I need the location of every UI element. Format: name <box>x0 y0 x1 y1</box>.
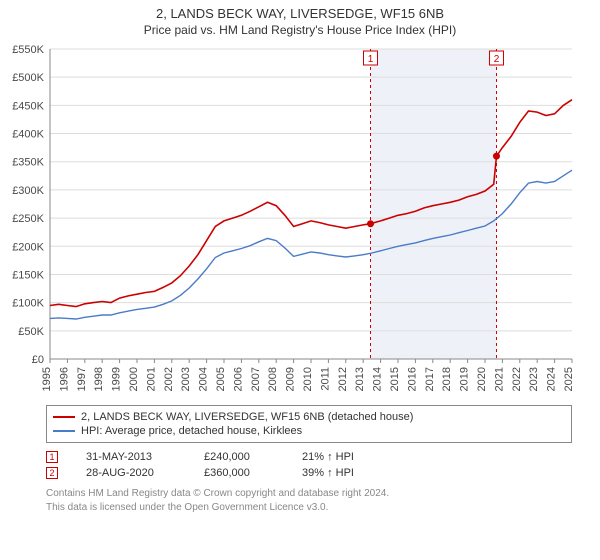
svg-text:2008: 2008 <box>267 367 279 391</box>
legend-label: 2, LANDS BECK WAY, LIVERSEDGE, WF15 6NB … <box>81 411 413 423</box>
svg-text:2010: 2010 <box>302 367 314 391</box>
sales-table: 1 31-MAY-2013 £240,000 21% ↑ HPI 2 28-AU… <box>46 449 572 481</box>
svg-text:2005: 2005 <box>215 367 227 391</box>
footer-line: Contains HM Land Registry data © Crown c… <box>46 487 572 501</box>
legend-swatch <box>53 416 75 418</box>
svg-text:1997: 1997 <box>76 367 88 391</box>
svg-text:2007: 2007 <box>250 367 262 391</box>
sale-delta: 39% ↑ HPI <box>302 467 392 479</box>
legend-label: HPI: Average price, detached house, Kirk… <box>81 425 302 437</box>
svg-text:£200K: £200K <box>12 241 44 253</box>
sales-row: 1 31-MAY-2013 £240,000 21% ↑ HPI <box>46 449 572 465</box>
svg-text:2003: 2003 <box>180 367 192 391</box>
sale-marker-icon: 2 <box>46 467 58 479</box>
sale-date: 28-AUG-2020 <box>86 467 176 479</box>
svg-text:2012: 2012 <box>337 367 349 391</box>
svg-text:2021: 2021 <box>493 367 505 391</box>
svg-text:£400K: £400K <box>12 129 44 141</box>
footer-line: This data is licensed under the Open Gov… <box>46 501 572 515</box>
svg-text:£450K: £450K <box>12 100 44 112</box>
svg-text:£50K: £50K <box>18 326 44 338</box>
svg-text:1996: 1996 <box>58 367 70 391</box>
price-chart: £0 £50K £100K £150K £200K £250K £300K £350K £400… <box>0 41 600 401</box>
svg-text:2018: 2018 <box>441 367 453 391</box>
svg-text:2020: 2020 <box>476 367 488 391</box>
svg-text:£0: £0 <box>32 354 44 366</box>
svg-text:£550K: £550K <box>12 44 44 56</box>
svg-text:£350K: £350K <box>12 157 44 169</box>
chart-legend: 2, LANDS BECK WAY, LIVERSEDGE, WF15 6NB … <box>46 405 572 443</box>
sale-price: £360,000 <box>204 467 274 479</box>
svg-text:1: 1 <box>368 54 374 65</box>
svg-text:2006: 2006 <box>232 367 244 391</box>
svg-text:2015: 2015 <box>389 367 401 391</box>
chart-subtitle: Price paid vs. HM Land Registry's House … <box>0 21 600 41</box>
svg-text:2001: 2001 <box>145 367 157 391</box>
svg-text:£500K: £500K <box>12 72 44 84</box>
svg-text:2009: 2009 <box>285 367 297 391</box>
svg-text:2011: 2011 <box>319 367 331 391</box>
svg-text:£250K: £250K <box>12 213 44 225</box>
svg-text:£150K: £150K <box>12 269 44 281</box>
svg-text:2014: 2014 <box>372 367 384 391</box>
attribution-footer: Contains HM Land Registry data © Crown c… <box>46 487 572 514</box>
legend-row: 2, LANDS BECK WAY, LIVERSEDGE, WF15 6NB … <box>53 410 565 424</box>
chart-title: 2, LANDS BECK WAY, LIVERSEDGE, WF15 6NB <box>0 0 600 21</box>
svg-text:2019: 2019 <box>459 367 471 391</box>
svg-text:2004: 2004 <box>198 367 210 391</box>
svg-text:2025: 2025 <box>563 367 575 391</box>
sale-price: £240,000 <box>204 451 274 463</box>
svg-text:2017: 2017 <box>424 367 436 391</box>
legend-row: HPI: Average price, detached house, Kirk… <box>53 424 565 438</box>
svg-text:2002: 2002 <box>163 367 175 391</box>
svg-text:£300K: £300K <box>12 185 44 197</box>
svg-text:2016: 2016 <box>406 367 418 391</box>
svg-text:2022: 2022 <box>511 367 523 391</box>
svg-text:2023: 2023 <box>528 367 540 391</box>
sale-date: 31-MAY-2013 <box>86 451 176 463</box>
sale-delta: 21% ↑ HPI <box>302 451 392 463</box>
sale-marker-icon: 1 <box>46 451 58 463</box>
svg-text:1999: 1999 <box>111 367 123 391</box>
svg-text:2024: 2024 <box>546 367 558 391</box>
chart-container: £0 £50K £100K £150K £200K £250K £300K £350K £400… <box>0 41 600 401</box>
sales-row: 2 28-AUG-2020 £360,000 39% ↑ HPI <box>46 465 572 481</box>
svg-text:2013: 2013 <box>354 367 366 391</box>
legend-swatch <box>53 430 75 432</box>
svg-text:1995: 1995 <box>41 367 53 391</box>
svg-text:2000: 2000 <box>128 367 140 391</box>
svg-text:2: 2 <box>494 54 500 65</box>
svg-text:1998: 1998 <box>93 367 105 391</box>
svg-text:£100K: £100K <box>12 298 44 310</box>
